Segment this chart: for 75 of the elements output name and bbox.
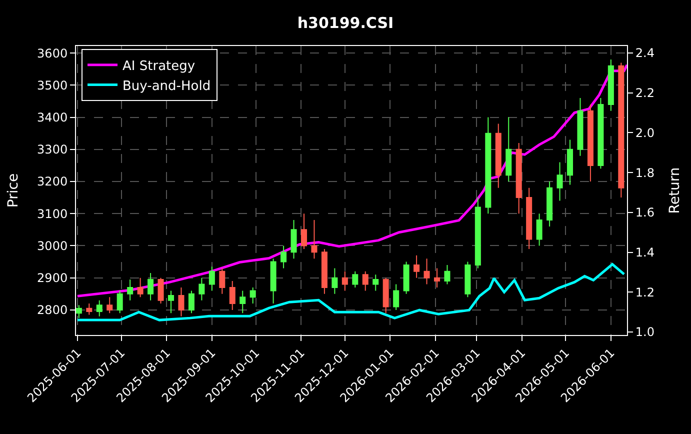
- candlestick: [106, 296, 113, 314]
- candlestick: [403, 261, 410, 294]
- y2-axis-title: Return: [666, 167, 683, 214]
- candlestick: [332, 268, 338, 294]
- candlestick: [168, 290, 174, 314]
- candlestick: [270, 258, 276, 304]
- candlestick: [444, 264, 450, 285]
- candlestick: [608, 58, 614, 112]
- candlestick: [618, 62, 624, 198]
- candlestick: [250, 286, 256, 304]
- candlestick: [321, 248, 328, 294]
- candlestick: [178, 286, 184, 317]
- candlestick: [598, 98, 604, 170]
- y2-tick-label: 2.4: [635, 46, 654, 60]
- candlestick: [290, 220, 297, 260]
- candlestick: [116, 290, 123, 314]
- candlestick: [342, 270, 348, 292]
- candlestick: [137, 277, 144, 298]
- y2-tick-label: 1.6: [635, 206, 654, 220]
- candlestick: [526, 187, 532, 250]
- candlestick: [362, 270, 368, 292]
- candlestick: [414, 254, 420, 278]
- y2-tick-label: 2.2: [635, 86, 654, 100]
- y2-tick-label: 1.2: [635, 285, 654, 300]
- y-tick-label: 3400: [37, 110, 68, 124]
- candlestick: [352, 270, 358, 288]
- candlestick: [229, 280, 236, 310]
- y2-tick-label: 2.0: [635, 126, 654, 140]
- candlestick: [536, 213, 542, 246]
- y-axis-title: Price: [6, 173, 22, 208]
- y-tick-label: 3300: [37, 142, 68, 157]
- y2-tick-label: 1.4: [635, 245, 654, 260]
- candlestick: [96, 300, 102, 317]
- legend-label: AI Strategy: [122, 58, 196, 74]
- candlestick: [86, 303, 92, 316]
- candlestick: [280, 245, 287, 269]
- candlestick: [240, 290, 246, 314]
- candlestick: [587, 104, 594, 182]
- chart-title: h30199.CSI: [297, 14, 394, 32]
- y2-tick-label: 1.8: [635, 166, 654, 180]
- candlestick: [546, 181, 553, 227]
- candlestick: [311, 220, 318, 260]
- candlestick: [382, 277, 389, 314]
- candlestick: [516, 142, 522, 214]
- candlestick: [198, 277, 205, 301]
- candlestick: [372, 274, 379, 292]
- candlestick: [566, 139, 574, 186]
- candlestick: [556, 162, 563, 202]
- candlestick: [393, 284, 400, 310]
- y2-tick-label: 1.0: [635, 325, 654, 340]
- candlestick: [474, 197, 481, 269]
- y-tick-label: 3500: [37, 78, 68, 92]
- candlestick: [577, 98, 584, 156]
- candlestick: [158, 277, 164, 304]
- candlestick: [208, 266, 215, 292]
- candlestick: [127, 278, 134, 301]
- candlestick: [506, 116, 512, 182]
- candlestick: [424, 258, 430, 285]
- candlestick: [495, 123, 502, 188]
- candlestick: [219, 268, 226, 294]
- candlestick: [434, 268, 440, 288]
- candlestick: [148, 272, 154, 301]
- y-tick-label: 3200: [37, 174, 68, 189]
- y-tick-label: 2900: [37, 271, 68, 286]
- y-tick-label: 3100: [37, 206, 68, 221]
- candlestick: [485, 116, 492, 214]
- candlestick: [300, 213, 308, 250]
- line-series: [76, 262, 626, 322]
- candlestick: [464, 261, 471, 298]
- legend-label: Buy-and-Hold: [122, 78, 211, 94]
- y-tick-label: 3000: [37, 238, 68, 253]
- y-tick-label: 3600: [37, 46, 68, 60]
- y-tick-label: 2800: [37, 303, 68, 318]
- candlestick: [188, 290, 194, 314]
- candlestick: [76, 304, 82, 318]
